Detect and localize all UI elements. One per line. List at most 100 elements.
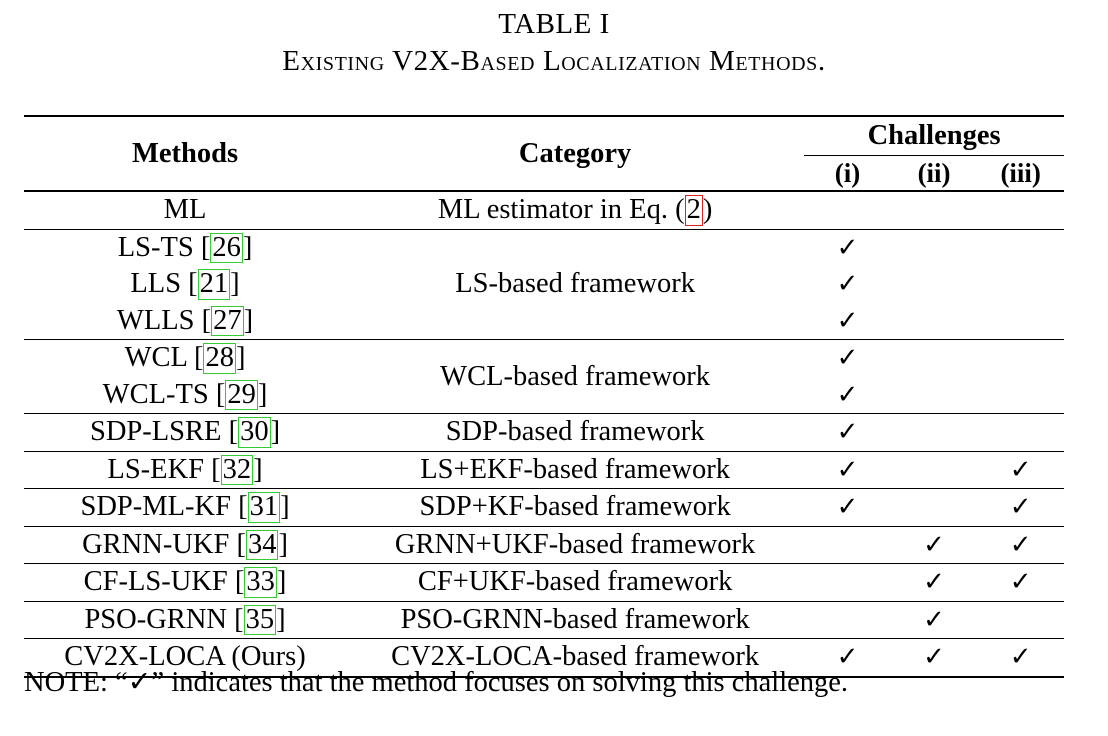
citation-link[interactable]: 27	[211, 304, 244, 337]
check-cell: ✓	[890, 526, 978, 564]
table-row: SDP-LSRE [30] SDP-based framework ✓	[24, 413, 1064, 452]
check-cell	[977, 302, 1064, 340]
equation-link[interactable]: 2	[684, 194, 703, 226]
check-cell	[890, 451, 978, 489]
check-cell: ✓	[890, 601, 978, 639]
check-cell: ✓	[890, 563, 978, 602]
table-row: WCL-TS [29] ✓	[24, 376, 1064, 414]
table-row: WLLS [27] ✓	[24, 302, 1064, 340]
citation-link[interactable]: 28	[203, 342, 236, 374]
checkmark-icon: ✓	[1009, 567, 1032, 598]
check-cell: ✓	[977, 639, 1064, 677]
check-cell	[977, 191, 1064, 230]
check-cell	[890, 191, 978, 230]
check-cell: ✓	[804, 413, 891, 452]
table-row: SDP-ML-KF [31] SDP+KF-based framework ✓ …	[24, 488, 1064, 527]
citation-link[interactable]: 33	[244, 566, 277, 598]
category-cell: LS+EKF-based framework	[346, 451, 805, 489]
check-cell	[977, 376, 1064, 414]
check-cell: ✓	[804, 302, 891, 340]
check-cell	[890, 302, 978, 340]
table-row: WCL [28] WCL-based framework ✓	[24, 339, 1064, 414]
table-row: GRNN-UKF [34] GRNN+UKF-based framework ✓…	[24, 526, 1064, 564]
method-name: LS-EKF [32]	[24, 451, 347, 489]
header-challenge-iii: (iii)	[977, 155, 1064, 191]
citation-link[interactable]: 35	[243, 603, 277, 636]
checkmark-icon: ✓	[923, 642, 945, 673]
check-cell: ✓	[977, 563, 1064, 602]
method-name: CF-LS-UKF [33]	[24, 563, 347, 602]
checkmark-icon: ✓	[923, 529, 945, 560]
checkmark-icon: ✓	[836, 269, 859, 300]
citation-link[interactable]: 31	[247, 491, 281, 523]
check-cell: ✓	[804, 639, 891, 677]
checkmark-icon: ✓	[836, 454, 859, 485]
check-cell: ✓	[804, 266, 891, 303]
checkmark-icon: ✓	[836, 642, 859, 673]
category-cell: PSO-GRNN-based framework	[346, 601, 805, 639]
header-category: Category	[346, 116, 805, 192]
check-cell	[977, 266, 1064, 303]
check-cell	[977, 601, 1064, 639]
check-cell: ✓	[804, 376, 891, 414]
header-challenge-ii: (ii)	[890, 155, 978, 191]
checkmark-icon: ✓	[836, 232, 859, 263]
check-cell	[977, 229, 1064, 266]
category-cell: WCL-based framework	[346, 339, 805, 414]
checkmark-icon: ✓	[836, 417, 859, 448]
category-cell: ML estimator in Eq. (2)	[346, 191, 805, 230]
method-name: CV2X-LOCA (Ours)	[64, 641, 306, 673]
category-cell: CF+UKF-based framework	[346, 563, 805, 602]
check-cell: ✓	[804, 229, 891, 266]
checkmark-icon: ✓	[1009, 492, 1032, 523]
method-name: SDP-LSRE [30]	[24, 413, 347, 452]
check-cell	[804, 601, 891, 639]
checkmark-icon: ✓	[1009, 529, 1032, 560]
method-name: GRNN-UKF [34]	[24, 526, 347, 564]
check-cell	[804, 191, 891, 230]
citation-link[interactable]: 21	[197, 268, 231, 300]
table-row: ML ML estimator in Eq. (2)	[24, 191, 1064, 230]
checkmark-icon: ✓	[836, 343, 859, 374]
checkmark-icon: ✓	[836, 379, 859, 410]
checkmark-icon: ✓	[1009, 642, 1032, 673]
checkmark-icon: ✓	[1009, 454, 1032, 485]
check-cell: ✓	[977, 488, 1064, 527]
category-cell: CV2X-LOCA-based framework	[391, 641, 760, 673]
method-name: WCL-TS [29]	[24, 376, 347, 414]
table-note: NOTE: “✓” indicates that the method focu…	[24, 667, 849, 698]
check-cell: ✓	[977, 451, 1064, 489]
table-title: TABLE I	[498, 8, 610, 40]
citation-link[interactable]: 29	[225, 378, 258, 411]
header-challenges: Challenges	[867, 120, 1001, 151]
citation-link[interactable]: 30	[238, 416, 271, 448]
citation-link[interactable]: 34	[245, 528, 279, 561]
citation-link[interactable]: 32	[220, 453, 254, 486]
method-name: ML	[24, 191, 347, 230]
check-cell: ✓	[804, 488, 891, 527]
category-cell: SDP+KF-based framework	[346, 488, 805, 527]
check-cell	[977, 340, 1064, 377]
checkmark-icon: ✓	[836, 492, 859, 523]
table-row: LLS [21] ✓	[24, 266, 1064, 303]
check-cell	[891, 266, 978, 303]
check-cell	[890, 376, 978, 414]
method-name: WLLS [27]	[24, 302, 347, 340]
check-cell: ✓	[804, 451, 891, 489]
checkmark-icon: ✓	[923, 604, 945, 635]
method-name: LLS [21]	[130, 268, 240, 300]
citation-link[interactable]: 26	[210, 231, 243, 264]
category-cell: LS-based framework	[346, 229, 805, 340]
table-row: CV2X-LOCA (Ours) CV2X-LOCA-based framewo…	[24, 639, 1064, 677]
header-methods: Methods	[24, 116, 347, 192]
table-row: CF-LS-UKF [33] CF+UKF-based framework ✓ …	[24, 563, 1064, 602]
check-cell: ✓	[977, 526, 1064, 564]
table-subtitle: Existing V2X-Based Localization Methods.	[282, 45, 826, 77]
table-row: LS-EKF [32] LS+EKF-based framework ✓ ✓	[24, 451, 1064, 489]
check-cell: ✓	[804, 340, 891, 377]
check-cell	[891, 340, 978, 377]
header-challenge-i: (i)	[804, 155, 891, 191]
methods-table: Methods Category Challenges (i) (ii) (ii…	[24, 115, 1064, 678]
check-cell	[891, 229, 978, 266]
checkmark-icon: ✓	[836, 305, 859, 336]
